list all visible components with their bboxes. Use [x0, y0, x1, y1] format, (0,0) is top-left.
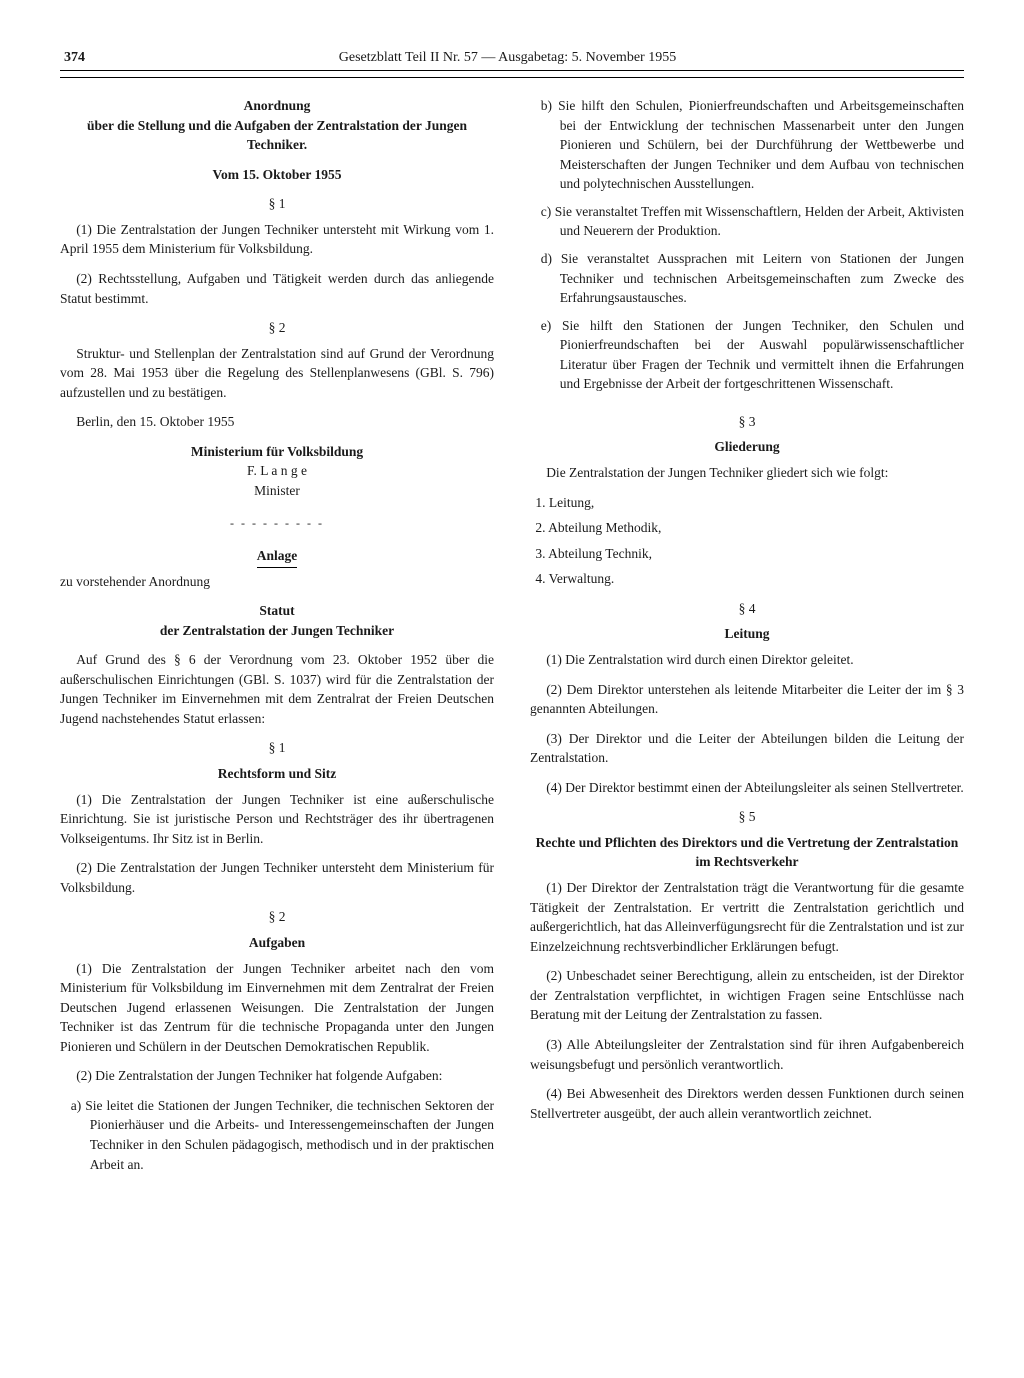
running-header: 374 Gesetzblatt Teil II Nr. 57 — Ausgabe… [60, 50, 964, 66]
anlage-heading: Anlage [60, 546, 494, 568]
s4-p3: (3) Der Direktor und die Leiter der Abte… [530, 729, 964, 768]
section-1: § 1 [60, 194, 494, 214]
s5-p1: (1) Der Direktor der Zentralstation träg… [530, 878, 964, 956]
header-rule [60, 70, 964, 71]
item-c: c) Sie veranstaltet Treffen mit Wissensc… [530, 202, 964, 241]
statut-s2-p2: (2) Die Zentralstation der Jungen Techni… [60, 1066, 494, 1086]
statut-s1-p2: (2) Die Zentralstation der Jungen Techni… [60, 858, 494, 897]
anordnung-heading: Anordnung über die Stellung und die Aufg… [60, 96, 494, 155]
minister-name: F. L a n g e [60, 461, 494, 481]
s5-p3: (3) Alle Abteilungsleiter der Zentralsta… [530, 1035, 964, 1074]
item-b: b) Sie hilft den Schulen, Pionierfreunds… [530, 96, 964, 194]
item-d: d) Sie veranstaltet Aussprachen mit Leit… [530, 249, 964, 308]
vom-date: Vom 15. Oktober 1955 [60, 165, 494, 185]
section-2: § 2 [60, 318, 494, 338]
s3-intro: Die Zentralstation der Jungen Techniker … [530, 463, 964, 483]
s2-para1: Struktur- und Stellenplan der Zentralsta… [60, 344, 494, 403]
statut-intro: Auf Grund des § 6 der Verordnung vom 23.… [60, 650, 494, 728]
divider: - - - - - - - - - [60, 515, 494, 532]
s1-para2: (2) Rechtsstellung, Aufgaben und Tätigke… [60, 269, 494, 308]
signature-block: Ministerium für Volksbildung F. L a n g … [60, 442, 494, 501]
s4-p1: (1) Die Zentralstation wird durch einen … [530, 650, 964, 670]
page: 374 Gesetzblatt Teil II Nr. 57 — Ausgabe… [0, 0, 1024, 1378]
gliederung-4: 4. Verwaltung. [530, 569, 964, 589]
statut-s1: § 1 [60, 738, 494, 758]
s5-p4: (4) Bei Abwesenheit des Direktors werden… [530, 1084, 964, 1123]
anordnung-subtitle: über die Stellung und die Aufgaben der Z… [60, 116, 494, 155]
section-4: § 4 [530, 599, 964, 619]
berlin-date: Berlin, den 15. Oktober 1955 [60, 412, 494, 432]
left-column: Anordnung über die Stellung und die Aufg… [60, 96, 494, 1182]
statut-subtitle: der Zentralstation der Jungen Techniker [60, 621, 494, 641]
header-rule-2 [60, 77, 964, 78]
header-title: Gesetzblatt Teil II Nr. 57 — Ausgabetag:… [85, 50, 930, 66]
statut-s1-p1: (1) Die Zentralstation der Jungen Techni… [60, 790, 494, 849]
statut-s1-heading: Rechtsform und Sitz [60, 764, 494, 784]
anlage-sub: zu vorstehender Anordnung [60, 572, 494, 592]
s4-p2: (2) Dem Direktor unterstehen als leitend… [530, 680, 964, 719]
item-e: e) Sie hilft den Stationen der Jungen Te… [530, 316, 964, 394]
statut-s2-p1: (1) Die Zentralstation der Jungen Techni… [60, 959, 494, 1057]
s1-para1: (1) Die Zentralstation der Jungen Techni… [60, 220, 494, 259]
ministry-line: Ministerium für Volksbildung [60, 442, 494, 462]
section-3: § 3 [530, 412, 964, 432]
s3-heading: Gliederung [530, 437, 964, 457]
gliederung-1: 1. Leitung, [530, 493, 964, 513]
statut-s2-heading: Aufgaben [60, 933, 494, 953]
text-columns: Anordnung über die Stellung und die Aufg… [60, 96, 964, 1182]
anlage-title: Anlage [257, 546, 298, 568]
gliederung-2: 2. Abteilung Methodik, [530, 518, 964, 538]
statut-title: Statut [60, 601, 494, 621]
statut-s2: § 2 [60, 907, 494, 927]
s5-p2: (2) Unbeschadet seiner Berechtigung, all… [530, 966, 964, 1025]
right-column: b) Sie hilft den Schulen, Pionierfreunds… [530, 96, 964, 1182]
minister-title: Minister [60, 481, 494, 501]
gliederung-3: 3. Abteilung Technik, [530, 544, 964, 564]
section-5: § 5 [530, 807, 964, 827]
page-number: 374 [64, 50, 85, 66]
s4-p4: (4) Der Direktor bestimmt einen der Abte… [530, 778, 964, 798]
anordnung-title: Anordnung [60, 96, 494, 116]
s5-heading: Rechte und Pflichten des Direktors und d… [530, 833, 964, 872]
s4-heading: Leitung [530, 624, 964, 644]
item-a: a) Sie leitet die Stationen der Jungen T… [60, 1096, 494, 1174]
